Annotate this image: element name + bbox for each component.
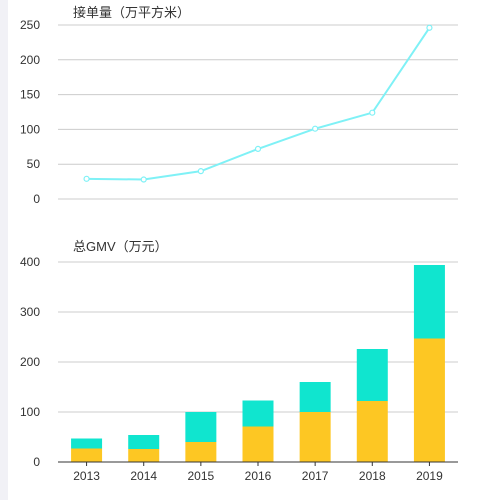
bar-x-tick-label: 2014 bbox=[130, 469, 157, 483]
line-y-tick-label: 0 bbox=[33, 192, 40, 206]
bar-x-tick-label: 2013 bbox=[73, 469, 100, 483]
line-series-path bbox=[86, 27, 431, 181]
line-data-point bbox=[140, 176, 147, 183]
bar-chart-series bbox=[58, 265, 458, 463]
bar-segment-lower bbox=[71, 448, 103, 462]
line-data-point bbox=[369, 109, 376, 116]
bar-segment-lower bbox=[185, 442, 217, 462]
bar-segment-upper bbox=[413, 265, 445, 339]
line-data-point bbox=[312, 125, 319, 132]
bar-chart-y-axis: 400 300 200 100 0 bbox=[20, 255, 40, 469]
line-chart-series bbox=[83, 24, 433, 183]
line-data-point bbox=[254, 145, 262, 152]
line-y-tick-label: 100 bbox=[20, 122, 40, 136]
line-data-point bbox=[426, 24, 433, 31]
bar-x-tick-label: 2017 bbox=[302, 469, 329, 483]
bar-y-tick-label: 400 bbox=[20, 255, 40, 269]
bar-chart-x-axis: 2013 2014 2015 2016 2017 2018 2019 bbox=[73, 462, 443, 483]
line-y-tick-label: 250 bbox=[20, 18, 40, 32]
bar-segment-upper bbox=[71, 438, 103, 449]
bar-x-tick-label: 2015 bbox=[188, 469, 215, 483]
bar-y-tick-label: 200 bbox=[20, 355, 40, 369]
bar-y-tick-label: 0 bbox=[33, 455, 40, 469]
bar-y-tick-label: 300 bbox=[20, 305, 40, 319]
bar-chart-title: 总GMV（万元） bbox=[73, 239, 168, 254]
bar-segment-lower bbox=[356, 401, 388, 462]
bar-x-tick-label: 2018 bbox=[359, 469, 386, 483]
line-chart-grid bbox=[58, 24, 458, 200]
line-y-tick-label: 200 bbox=[20, 53, 40, 67]
bar-segment-upper bbox=[356, 349, 388, 401]
bar-segment-lower bbox=[413, 338, 445, 462]
line-chart-y-axis: 250 200 150 100 50 0 bbox=[20, 18, 40, 206]
bar-y-tick-label: 100 bbox=[20, 405, 40, 419]
bar-x-tick-label: 2016 bbox=[245, 469, 272, 483]
line-y-tick-label: 50 bbox=[27, 157, 41, 171]
bar-segment-upper bbox=[242, 400, 274, 427]
bar-chart-grid bbox=[58, 261, 458, 413]
bar-segment-upper bbox=[299, 382, 331, 412]
bar-segment-lower bbox=[299, 412, 331, 462]
bar-segment-lower bbox=[128, 449, 160, 462]
bar-x-tick-label: 2019 bbox=[416, 469, 443, 483]
bar-segment-upper bbox=[128, 435, 160, 449]
bar-segment-upper bbox=[185, 412, 217, 442]
line-data-point bbox=[83, 175, 90, 182]
line-data-point bbox=[197, 168, 204, 175]
line-y-tick-label: 150 bbox=[20, 88, 40, 102]
line-chart-title: 接单量（万平方米） bbox=[73, 5, 190, 20]
bar-segment-lower bbox=[242, 426, 274, 462]
